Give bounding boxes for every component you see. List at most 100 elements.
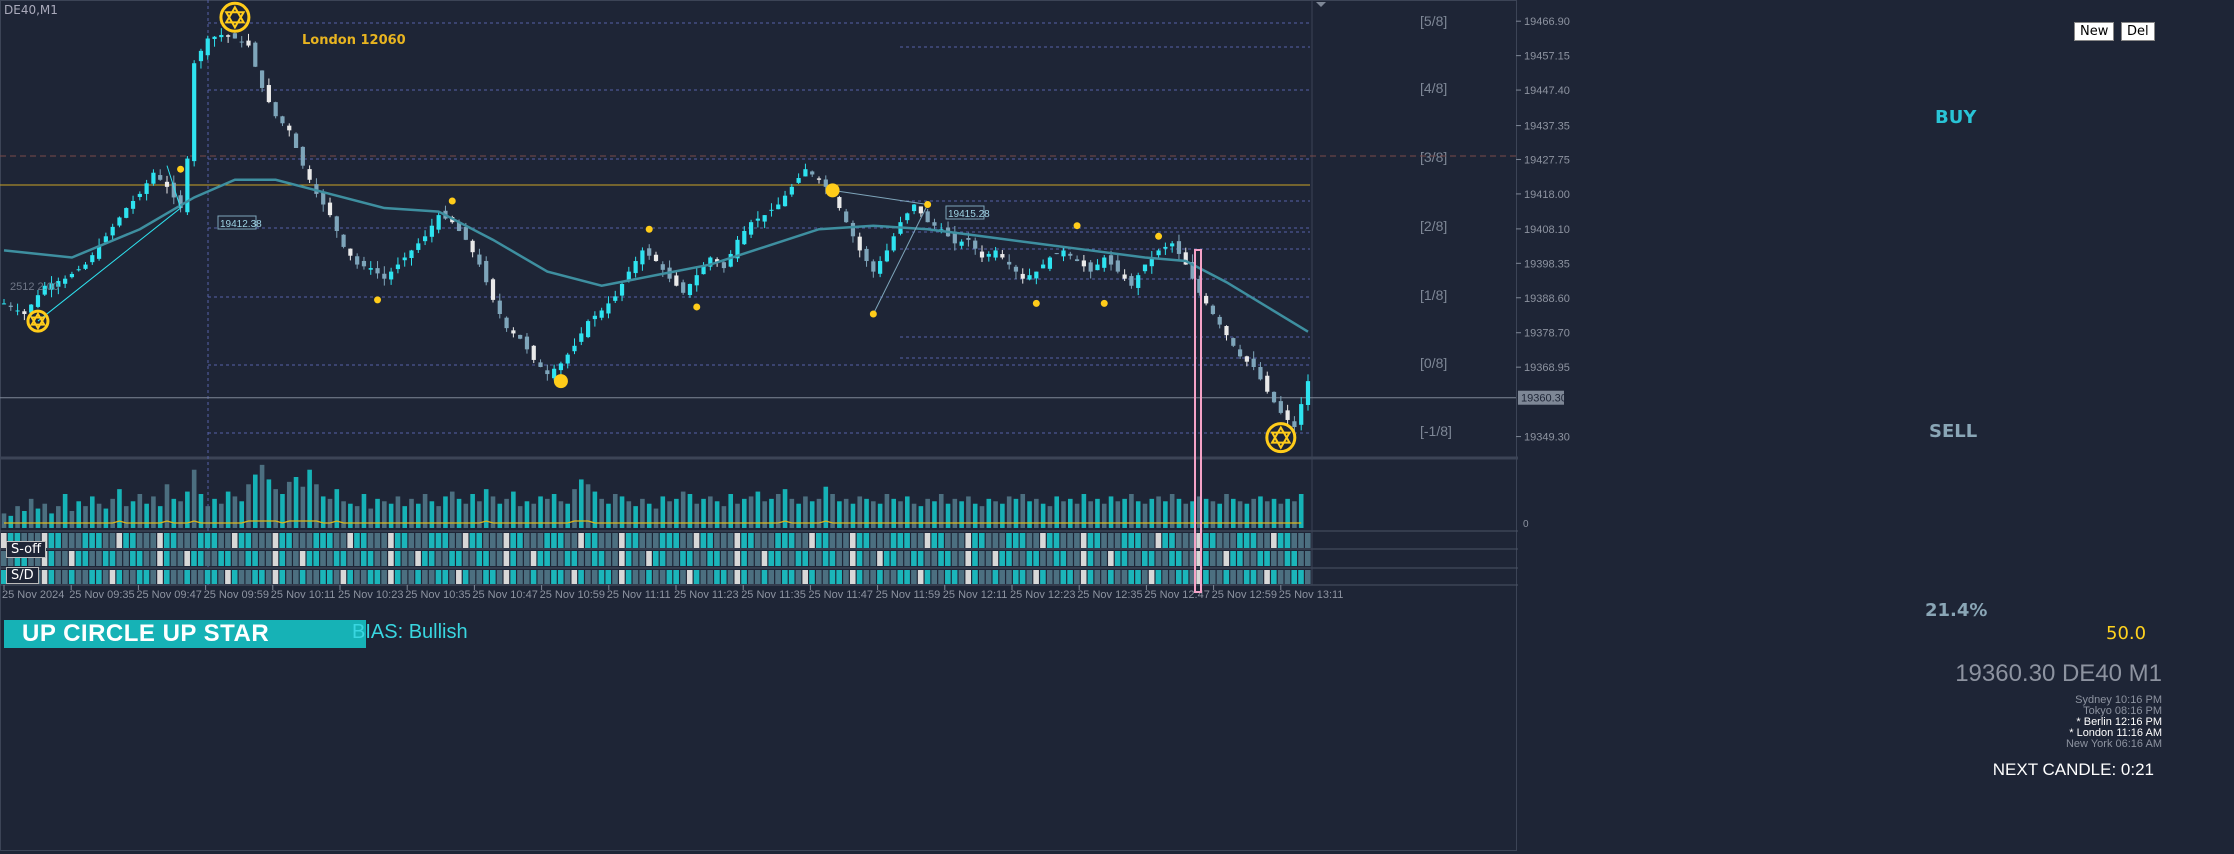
volume-bar xyxy=(877,503,883,528)
murrey-level-label: [0/8] xyxy=(1420,355,1447,371)
strength-cell xyxy=(1121,533,1128,548)
strength-cell xyxy=(877,533,883,548)
volume-bar xyxy=(1271,498,1277,528)
candle-body xyxy=(504,317,509,329)
signal-dot xyxy=(553,374,568,389)
fifty-label: 50.0 xyxy=(2106,623,2147,644)
strength-cell xyxy=(754,551,761,566)
x-tick-label: 25 Nov 13:11 xyxy=(1279,589,1344,601)
strength-cell xyxy=(130,570,136,584)
volume-bar xyxy=(904,496,910,528)
candle-body xyxy=(1074,259,1080,262)
strength-cell xyxy=(1046,570,1053,584)
strength-cell xyxy=(28,551,34,566)
candle-body xyxy=(1210,305,1216,315)
volume-bar xyxy=(857,496,863,528)
candle-body xyxy=(619,283,625,296)
new-button[interactable]: New xyxy=(2074,22,2115,41)
strength-cell xyxy=(82,533,89,548)
next-candle-timer: NEXT CANDLE: 0:21 xyxy=(1992,760,2154,779)
strength-cell xyxy=(68,570,75,584)
strength-cell xyxy=(754,570,761,584)
strength-cell xyxy=(517,533,523,548)
volume-bar xyxy=(1258,496,1263,528)
strength-cell xyxy=(252,570,258,584)
strength-cell xyxy=(143,551,150,566)
strength-cell xyxy=(218,551,224,566)
strength-cell xyxy=(714,533,720,548)
volume-bar xyxy=(1237,501,1243,528)
strength-cell xyxy=(1033,533,1039,548)
session-clock-list: Sydney 10:16 PM Tokyo 08:16 PM * Berlin … xyxy=(2066,695,2162,750)
strength-cell xyxy=(802,570,809,584)
volume-bar xyxy=(246,484,251,528)
strength-cell xyxy=(48,533,55,548)
murrey-level-label: [1/8] xyxy=(1420,287,1447,303)
strength-cell xyxy=(510,551,516,566)
strength-cell xyxy=(245,533,252,548)
strength-cell xyxy=(890,551,897,566)
strength-cell xyxy=(666,533,673,548)
candle-body xyxy=(280,116,285,124)
volume-bar xyxy=(585,484,591,528)
signal-dot xyxy=(869,310,877,318)
volume-bar xyxy=(1285,498,1290,528)
candle-body xyxy=(103,236,108,243)
strength-cell xyxy=(646,570,652,584)
strength-cell xyxy=(1162,570,1168,584)
strength-cell xyxy=(143,570,150,584)
strength-cell xyxy=(1250,570,1257,584)
del-button[interactable]: Del xyxy=(2121,22,2155,41)
strength-cell xyxy=(408,533,415,548)
strength-cell xyxy=(7,533,14,548)
volume-bar xyxy=(368,508,374,528)
strength-cell xyxy=(836,551,842,566)
strength-cell xyxy=(1271,551,1277,566)
candle-body xyxy=(796,178,801,183)
signal-dot xyxy=(924,201,932,209)
strength-cell xyxy=(924,570,931,584)
strength-cell xyxy=(306,551,313,566)
x-tick-label: 25 Nov 12:11 xyxy=(943,589,1008,601)
strength-cell xyxy=(272,551,279,566)
strength-cell xyxy=(945,570,951,584)
buy-signal-label: BUY xyxy=(1935,107,1977,128)
y-tick-label: 19408.10 xyxy=(1524,224,1570,236)
strength-cell xyxy=(1142,570,1148,584)
strength-cell xyxy=(1012,533,1019,548)
strength-cell xyxy=(829,533,836,548)
volume-bar xyxy=(1251,498,1256,528)
volume-bar xyxy=(938,494,944,528)
volume-bar xyxy=(436,506,441,528)
volume-bar xyxy=(1129,494,1134,528)
volume-bar xyxy=(375,498,380,528)
candle-body xyxy=(1034,271,1039,279)
s-d-button[interactable]: S/D xyxy=(6,567,39,584)
strength-cell xyxy=(1155,570,1162,584)
strength-cell xyxy=(951,551,958,566)
strength-cell xyxy=(1094,570,1101,584)
volume-bar xyxy=(741,498,747,528)
volume-bar xyxy=(945,503,951,528)
strength-cell xyxy=(1291,533,1298,548)
strength-cell xyxy=(490,570,496,584)
strength-cell xyxy=(951,533,958,548)
strength-cell xyxy=(1142,533,1148,548)
candle-body xyxy=(15,310,20,312)
volume-bar xyxy=(660,496,666,528)
candle-body xyxy=(538,362,543,367)
candle-body xyxy=(565,354,570,364)
strength-cell xyxy=(231,570,238,584)
volume-bar xyxy=(1101,503,1107,528)
strength-cell xyxy=(557,570,564,584)
candle-body xyxy=(769,209,774,211)
volume-bar xyxy=(952,498,958,528)
s-off-button[interactable]: S-off xyxy=(6,541,47,558)
strength-cell xyxy=(422,551,428,566)
candle-body xyxy=(198,50,204,62)
y-tick-label: 19349.30 xyxy=(1524,432,1570,444)
strength-cell xyxy=(286,551,292,566)
strength-cell xyxy=(856,570,863,584)
strength-cell xyxy=(265,533,272,548)
signal-dot xyxy=(374,296,382,304)
